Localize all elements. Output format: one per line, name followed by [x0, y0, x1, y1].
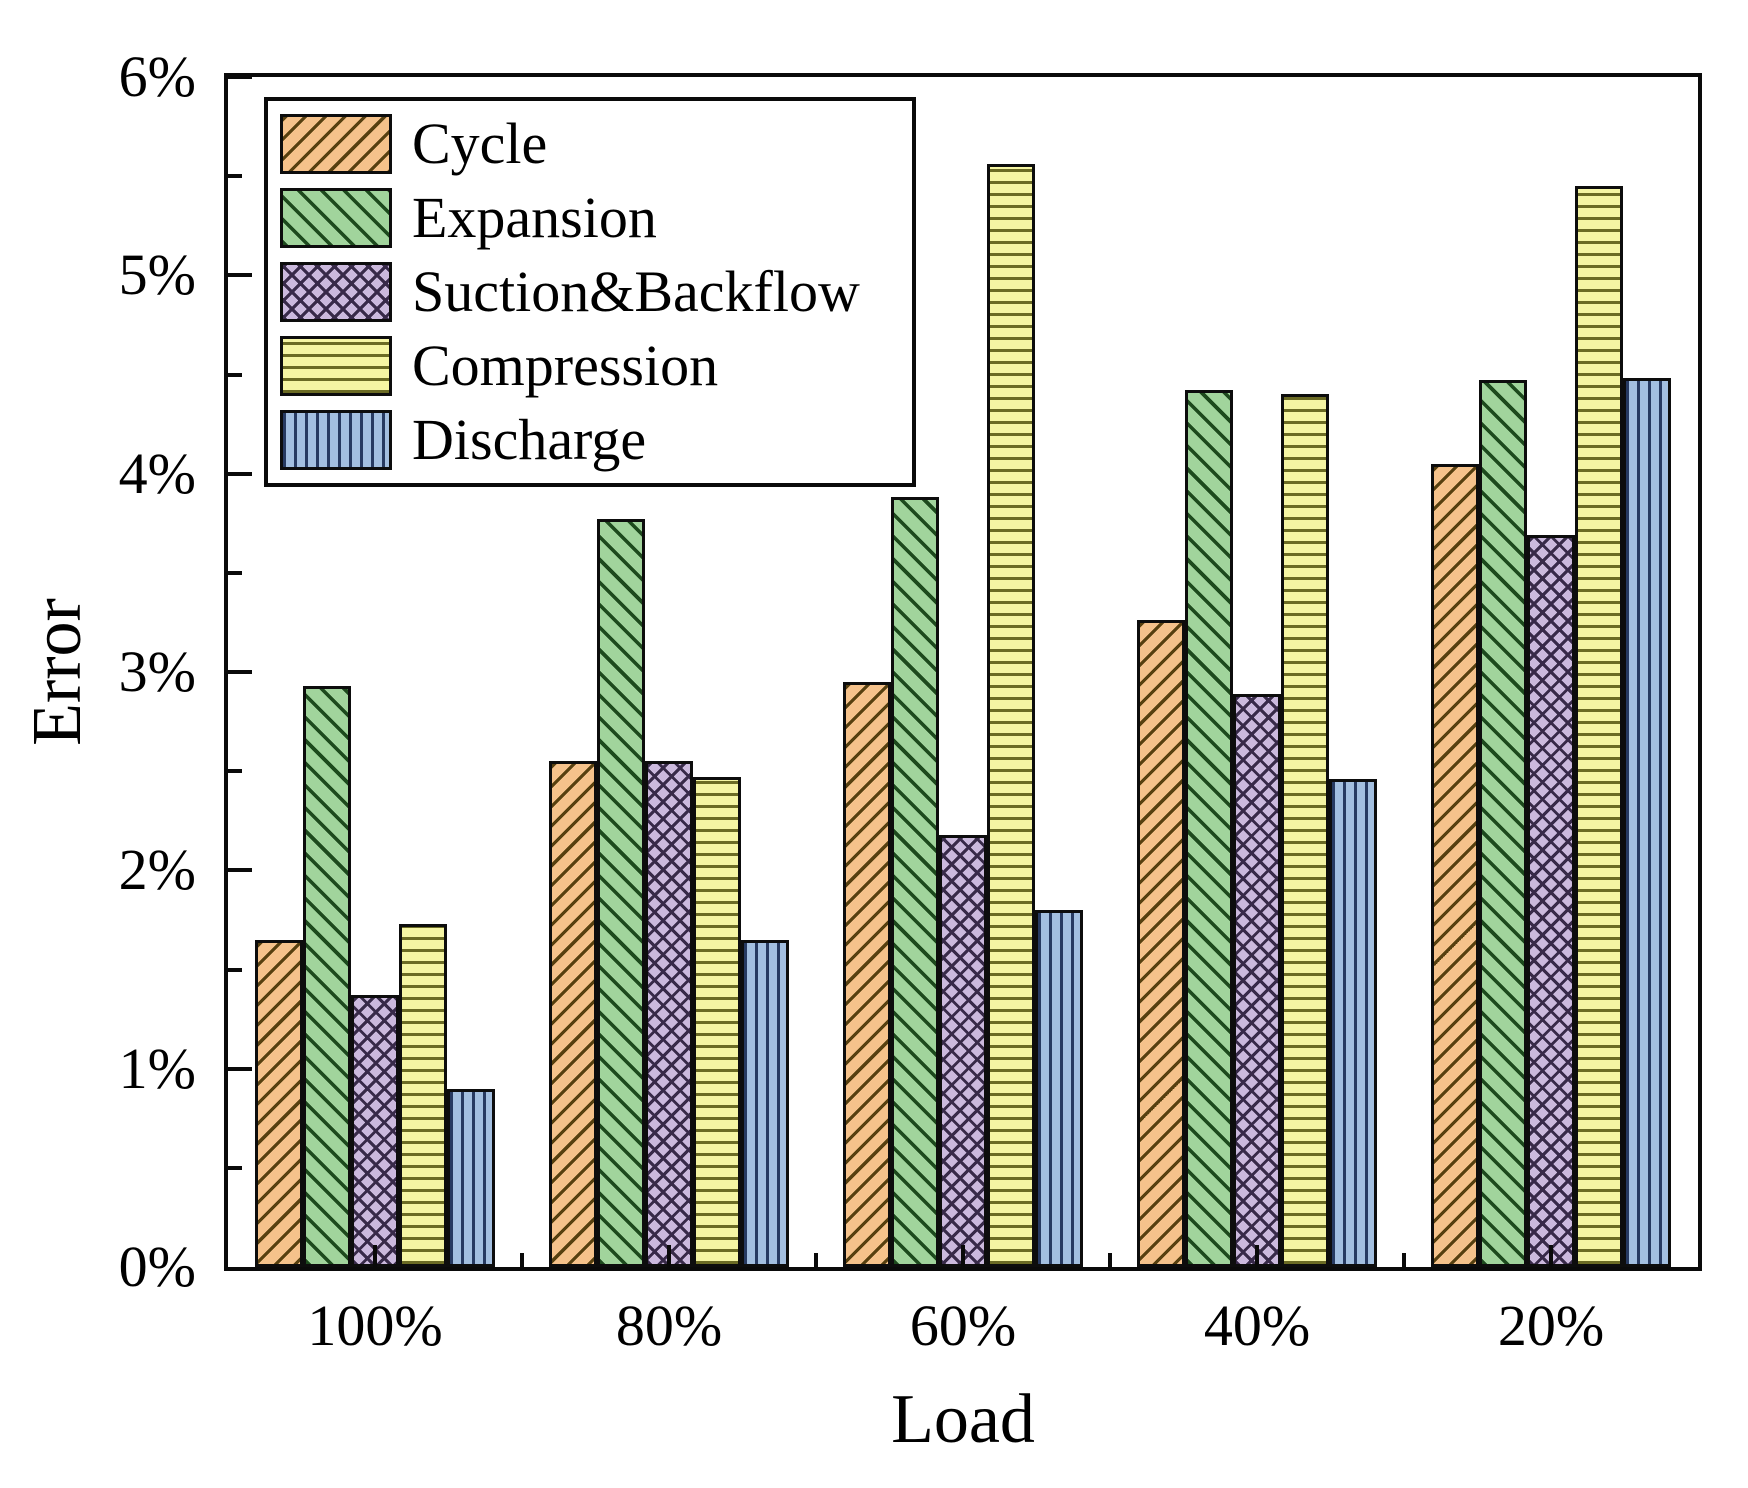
y-major-tick-5 — [228, 273, 252, 278]
legend-item-suction-backflow: Suction&Backflow — [280, 261, 912, 323]
chart-legend: Cycle Expansion Suction&Backflow Compressio… — [264, 97, 916, 487]
legend-item-discharge: Discharge — [280, 409, 912, 471]
y-tick-label-2: 2% — [118, 837, 196, 903]
y-tick-label-6: 6% — [118, 44, 196, 109]
bars-layer — [228, 77, 1698, 1267]
legend-swatch-discharge — [280, 410, 392, 470]
x-major-tick-80 — [667, 1245, 671, 1267]
bar-expansion-60 — [891, 497, 939, 1267]
bar-cycle-100 — [255, 939, 303, 1267]
y-minor-tick-2.5 — [228, 769, 242, 774]
bar-compression-60 — [987, 164, 1035, 1267]
x-tick-label-40: 40% — [1203, 1293, 1311, 1358]
x-major-tick-60 — [961, 1245, 965, 1267]
legend-item-expansion: Expansion — [280, 187, 912, 249]
y-tick-label-5: 5% — [118, 242, 196, 308]
y-major-tick-4 — [228, 471, 252, 476]
y-minor-tick-3.5 — [228, 570, 242, 575]
legend-item-cycle: Cycle — [280, 113, 912, 175]
x-minor-tick-2 — [814, 1253, 818, 1267]
x-major-tick-100 — [373, 1245, 377, 1267]
axis-ticks-layer — [228, 75, 1698, 1267]
y-tick-label-3: 3% — [118, 639, 196, 704]
legend-swatch-expansion — [280, 188, 392, 248]
y-minor-tick-5.5 — [228, 174, 242, 179]
y-minor-tick-0.5 — [228, 1165, 242, 1170]
y-tick-label-0: 0% — [118, 1234, 196, 1299]
bar-suction-backflow-20 — [1527, 535, 1575, 1267]
x-major-tick-40 — [1255, 1245, 1259, 1267]
bar-suction-backflow-40 — [1233, 693, 1281, 1267]
legend-label-cycle: Cycle — [412, 111, 548, 176]
x-minor-tick-1 — [520, 1253, 524, 1267]
x-tick-label-80: 80% — [615, 1293, 723, 1358]
y-tick-label-4: 4% — [118, 440, 196, 506]
x-minor-tick-4 — [1402, 1253, 1406, 1267]
y-major-tick-3 — [228, 670, 252, 674]
x-tick-label-100: 100% — [307, 1293, 443, 1358]
bar-compression-20 — [1575, 186, 1623, 1267]
legend-label-discharge: Discharge — [412, 407, 647, 472]
bar-compression-100 — [399, 923, 447, 1267]
bar-cycle-80 — [549, 761, 597, 1267]
legend-label-expansion: Expansion — [412, 185, 657, 250]
x-tick-label-20: 20% — [1497, 1293, 1605, 1358]
bar-expansion-80 — [597, 519, 645, 1267]
bar-expansion-40 — [1185, 390, 1233, 1267]
bar-discharge-100 — [447, 1088, 495, 1267]
x-minor-tick-3 — [1108, 1253, 1112, 1267]
bar-discharge-20 — [1623, 378, 1671, 1267]
bar-cycle-40 — [1137, 620, 1185, 1267]
x-axis-label: Load — [891, 1381, 1035, 1458]
legend-swatch-suction-backflow — [280, 262, 392, 322]
bar-suction-backflow-100 — [351, 995, 399, 1267]
x-major-tick-20 — [1549, 1245, 1553, 1267]
bar-discharge-60 — [1035, 910, 1083, 1267]
legend-swatch-cycle — [280, 114, 392, 174]
y-major-tick-2 — [228, 868, 252, 873]
y-major-tick-1 — [228, 1066, 252, 1071]
bar-expansion-100 — [303, 685, 351, 1267]
bar-discharge-80 — [741, 939, 789, 1267]
bar-compression-40 — [1281, 394, 1329, 1267]
y-axis-label: Error — [19, 598, 96, 746]
bar-compression-80 — [693, 777, 741, 1267]
x-tick-label-60: 60% — [909, 1293, 1017, 1358]
legend-label-suction-backflow: Suction&Backflow — [412, 259, 860, 324]
bar-cycle-60 — [843, 681, 891, 1267]
bar-cycle-20 — [1431, 463, 1479, 1267]
plot-area: Cycle Expansion Suction&Backflow Compressio… — [224, 73, 1702, 1271]
y-minor-tick-4.5 — [228, 372, 242, 377]
bar-suction-backflow-80 — [645, 761, 693, 1267]
legend-label-compression: Compression — [412, 333, 719, 398]
legend-item-compression: Compression — [280, 335, 912, 397]
bar-discharge-40 — [1329, 779, 1377, 1267]
y-minor-tick-1.5 — [228, 967, 242, 972]
y-tick-label-1: 1% — [118, 1035, 196, 1101]
bar-expansion-20 — [1479, 380, 1527, 1267]
y-major-tick-6 — [228, 75, 252, 79]
legend-swatch-compression — [280, 336, 392, 396]
